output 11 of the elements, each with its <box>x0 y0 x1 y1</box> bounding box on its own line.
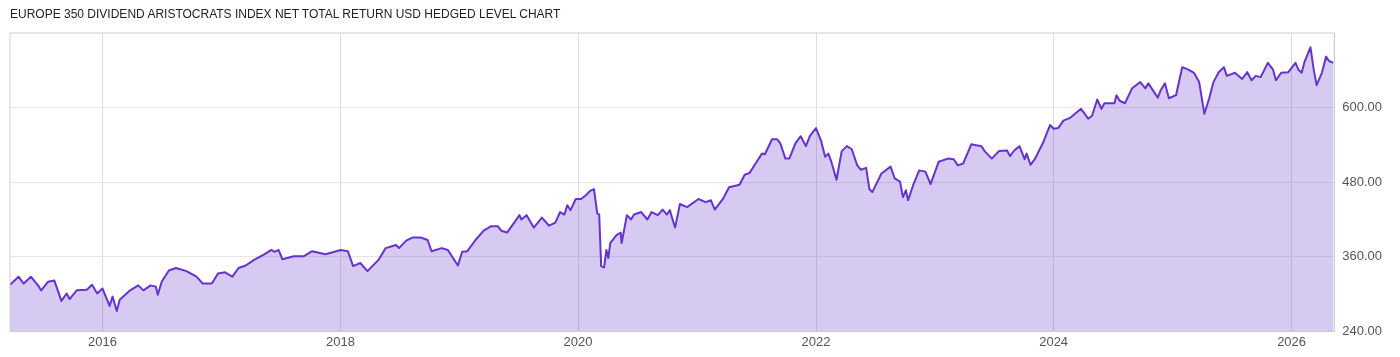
y-tick-label: 600.00 <box>1342 99 1382 115</box>
x-tick-label: 2016 <box>87 333 117 349</box>
y-tick-label: 480.00 <box>1342 173 1382 189</box>
x-tick-label: 2026 <box>1277 333 1307 349</box>
x-tick-label: 2022 <box>801 333 831 349</box>
y-tick-label: 240.00 <box>1342 322 1382 338</box>
x-tick-label: 2024 <box>1039 333 1069 349</box>
x-tick-label: 2020 <box>563 333 593 349</box>
y-tick-label: 360.00 <box>1342 248 1382 264</box>
x-tick-label: 2018 <box>325 333 355 349</box>
chart-title: EUROPE 350 DIVIDEND ARISTOCRATS INDEX NET TOTAL RETURN USD HEDGED LEVEL CHART <box>10 7 561 21</box>
